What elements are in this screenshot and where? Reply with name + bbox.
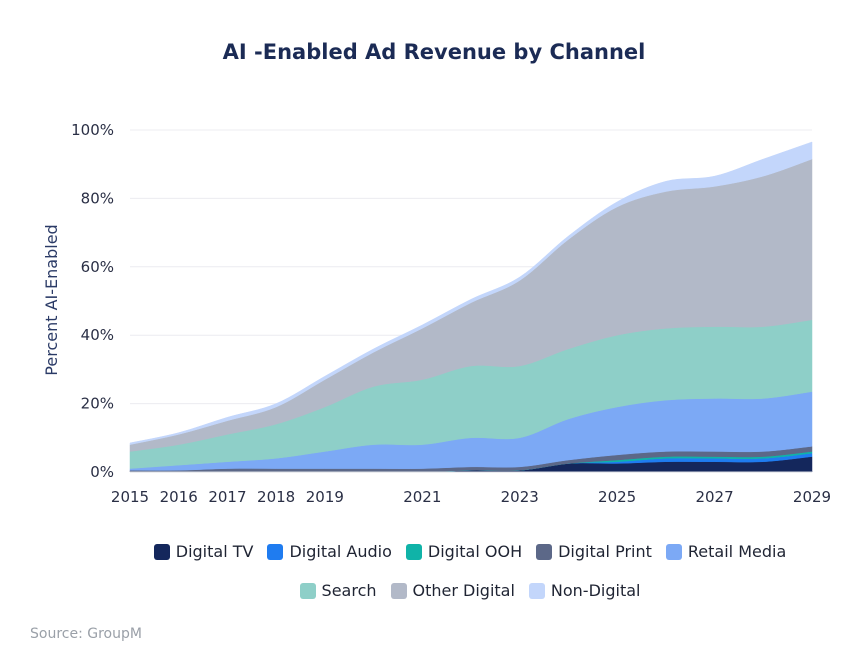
- legend-swatch: [536, 543, 553, 560]
- area-non-digital: [129, 141, 813, 445]
- y-tick-label: 80%: [81, 189, 114, 207]
- x-tick-label: 2021: [403, 488, 441, 506]
- x-tick-label: 2016: [160, 488, 198, 506]
- legend-label: Non-Digital: [550, 581, 641, 600]
- legend-label: Digital Print: [558, 542, 652, 561]
- y-tick-label: 0%: [90, 463, 114, 481]
- legend-label: Other Digital: [412, 581, 515, 600]
- legend-item-digital-ooh: Digital OOH: [405, 542, 523, 561]
- x-tick-label: 2018: [257, 488, 295, 506]
- legend-item-search: Search: [299, 581, 377, 600]
- chart-title: AI -Enabled Ad Revenue by Channel: [222, 40, 646, 64]
- stacked-areas: [129, 141, 813, 473]
- y-tick-label: 100%: [71, 121, 114, 139]
- legend-swatch: [405, 543, 422, 560]
- legend-label: Digital OOH: [427, 542, 523, 561]
- legend-label: Digital TV: [175, 542, 254, 561]
- x-tick-label: 2023: [501, 488, 539, 506]
- legend-item-digital-print: Digital Print: [536, 542, 652, 561]
- x-tick-label: 2015: [111, 488, 149, 506]
- legend-item-retail-media: Retail Media: [665, 542, 787, 561]
- legend-item-digital-tv: Digital TV: [153, 542, 254, 561]
- x-tick-label: 2025: [598, 488, 636, 506]
- legend-swatch: [153, 543, 170, 560]
- x-tick-label: 2029: [793, 488, 831, 506]
- legend-label: Search: [321, 581, 377, 600]
- legend-swatch: [299, 582, 316, 599]
- y-tick-label: 40%: [81, 326, 114, 344]
- legend-item-non-digital: Non-Digital: [528, 581, 641, 600]
- legend-swatch: [390, 582, 407, 599]
- legend-swatch: [528, 582, 545, 599]
- y-axis-title: Percent AI-Enabled: [42, 224, 61, 375]
- axes: 0% 20% 40% 60% 80% 100% 2015 2016 2017 2018 2019 20…: [71, 121, 831, 506]
- legend-item-other-digital: Other Digital: [390, 581, 515, 600]
- legend-label: Retail Media: [687, 542, 787, 561]
- legend-label: Digital Audio: [289, 542, 392, 561]
- x-tick-label: 2017: [208, 488, 246, 506]
- legend-item-digital-audio: Digital Audio: [267, 542, 392, 561]
- x-tick-label: 2019: [306, 488, 344, 506]
- legend-swatch: [665, 543, 682, 560]
- y-tick-label: 20%: [81, 395, 114, 413]
- y-tick-label: 60%: [81, 258, 114, 276]
- x-tick-label: 2027: [695, 488, 733, 506]
- legend-swatch: [267, 543, 284, 560]
- source-note: Source: GroupM: [30, 626, 142, 642]
- legend: Digital TV Digital Audio Digital OOH Digita…: [100, 542, 840, 600]
